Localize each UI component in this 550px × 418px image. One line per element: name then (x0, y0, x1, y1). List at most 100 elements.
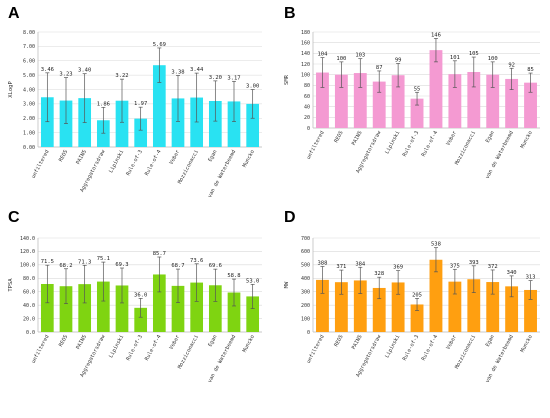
x-tick-label: Mozziconacci (454, 130, 477, 166)
bar (316, 279, 329, 332)
bar (505, 286, 519, 332)
x-tick-label: unfiltered (306, 130, 326, 160)
data-label: 71.5 (41, 259, 54, 265)
data-label: 3.38 (171, 69, 184, 75)
data-label: 375 (450, 263, 460, 269)
bar (227, 292, 241, 332)
x-tick-label: Muncko (520, 334, 534, 353)
panel-letter: B (284, 5, 296, 22)
x-tick-label: unfiltered (31, 334, 51, 364)
x-tick-label: Egan (485, 334, 496, 348)
y-tick-label: 4.00 (23, 87, 35, 93)
x-tick-label: Veber (169, 334, 182, 351)
x-tick-label: PAINS (351, 334, 364, 351)
x-tick-label: REOS (58, 149, 69, 163)
y-tick-label: 6.00 (23, 59, 35, 65)
x-tick-label: Rule-of-3 (402, 334, 420, 362)
y-axis-label: SMR (284, 74, 290, 85)
chart-panel-d: D 0 100 200 300 400 500 600 700 MW 388 unfiltered 37… (284, 209, 540, 384)
data-label: 388 (317, 260, 327, 266)
x-tick-label: REOS (333, 334, 344, 348)
data-label: 3.23 (59, 72, 72, 78)
y-tick-label: 40.0 (23, 303, 35, 309)
data-label: 328 (374, 271, 384, 277)
data-label: 73.6 (190, 258, 203, 264)
y-tick-label: 1.00 (23, 130, 35, 136)
x-tick-label: Rule-of-4 (144, 334, 162, 362)
x-tick-label: Egan (207, 149, 218, 163)
y-tick-label: 300 (301, 290, 310, 296)
bar (353, 73, 367, 128)
bar (208, 285, 222, 332)
data-label: 101 (450, 55, 460, 61)
y-tick-label: 0 (307, 330, 310, 336)
bar (505, 78, 519, 128)
data-label: 3.22 (115, 73, 128, 79)
bar (429, 50, 443, 129)
data-label: 5.69 (153, 42, 166, 48)
x-tick-label: Rule-of-3 (402, 130, 420, 158)
data-label: 87 (376, 65, 383, 71)
bar (246, 103, 260, 147)
x-tick-label: Veber (446, 130, 459, 147)
data-label: 384 (355, 261, 366, 267)
y-tick-label: 20.0 (23, 316, 35, 322)
y-axis-label: MW (284, 281, 290, 288)
y-tick-label: 500 (301, 263, 310, 269)
x-tick-label: Lipinski (108, 334, 125, 359)
y-tick-label: 60 (304, 94, 310, 100)
bar (334, 74, 348, 128)
y-tick-label: 60.0 (23, 290, 35, 296)
y-tick-label: 40 (304, 104, 310, 110)
data-label: 538 (431, 242, 441, 248)
bar (40, 97, 54, 147)
y-tick-label: 200 (301, 303, 310, 309)
bar (316, 72, 329, 128)
bar (190, 282, 204, 332)
y-tick-label: 8.00 (23, 30, 35, 36)
x-tick-label: Muncko (520, 130, 534, 149)
data-label: 393 (469, 260, 479, 266)
data-label: 104 (317, 52, 328, 58)
bar (227, 101, 241, 147)
bar (78, 284, 92, 332)
data-label: 68.7 (171, 263, 184, 269)
data-label: 36.0 (134, 292, 147, 298)
x-tick-label: Rule-of-4 (421, 334, 439, 362)
bar (208, 101, 222, 147)
bar (134, 307, 148, 332)
y-tick-label: 120 (301, 62, 310, 68)
bar (59, 286, 73, 332)
bar (96, 120, 110, 147)
data-label: 92 (508, 62, 515, 68)
bar (524, 82, 537, 128)
bar (486, 74, 500, 128)
bar (115, 285, 129, 332)
chart-panel-a: A 0.00 1.00 2.00 3.00 4.00 5.00 6.00 7.00 8.00 XLo… (8, 5, 262, 199)
data-label: 3.44 (190, 67, 204, 73)
y-tick-label: 160 (301, 40, 310, 46)
y-tick-label: 0.0 (26, 330, 35, 336)
bar (134, 118, 148, 147)
x-tick-label: Rule-of-3 (125, 149, 143, 177)
y-axis-label: XLogP (8, 81, 14, 98)
y-tick-label: 7.00 (23, 44, 35, 50)
data-label: 372 (488, 264, 498, 270)
y-tick-label: 700 (301, 236, 310, 242)
x-tick-label: Veber (169, 149, 182, 166)
data-label: 3.00 (246, 84, 259, 90)
x-tick-label: unfiltered (306, 334, 326, 364)
data-label: 55 (414, 86, 421, 92)
bar (448, 281, 462, 332)
y-tick-label: 180 (301, 30, 310, 36)
x-tick-label: Rule-of-3 (125, 334, 143, 362)
y-tick-label: 80 (304, 83, 310, 89)
x-tick-label: PAINS (75, 149, 88, 166)
bar (524, 289, 537, 332)
data-label: 85 (527, 67, 534, 73)
data-label: 371 (336, 264, 346, 270)
bar (372, 81, 386, 128)
bar (152, 274, 166, 332)
y-tick-label: 3.00 (23, 102, 35, 108)
